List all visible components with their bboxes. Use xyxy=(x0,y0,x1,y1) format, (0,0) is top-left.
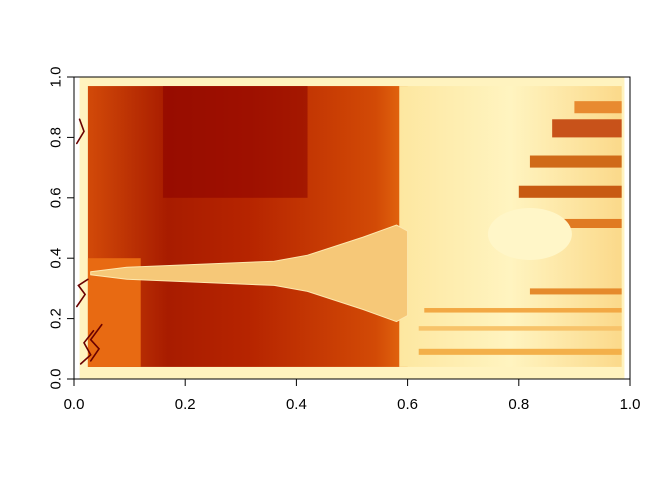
ground-band xyxy=(552,119,622,138)
y-tick-label: 1.0 xyxy=(48,67,65,88)
tower-silhouette xyxy=(90,224,409,323)
ground-band xyxy=(418,326,622,331)
image-dark-region xyxy=(162,86,308,198)
heatmap-image xyxy=(76,77,625,379)
ground-band xyxy=(574,101,622,114)
ground-band xyxy=(529,155,622,168)
y-tick-label: 0.6 xyxy=(48,187,65,208)
ground-band xyxy=(424,308,622,313)
note-stroke xyxy=(79,329,95,365)
x-tick-label: 0.0 xyxy=(64,396,85,413)
ground-band xyxy=(418,348,622,355)
x-tick-label: 0.4 xyxy=(286,396,307,413)
ground-band xyxy=(529,288,622,295)
note-stroke xyxy=(89,323,103,362)
x-tick-label: 0.8 xyxy=(508,396,529,413)
y-axis: 0.0 0.2 0.4 0.6 0.8 1.0 xyxy=(48,67,75,390)
ground-band xyxy=(518,185,622,198)
handwritten-notes xyxy=(76,118,103,365)
y-tick-label: 0.0 xyxy=(48,369,65,390)
x-tick-label: 0.2 xyxy=(175,396,196,413)
y-tick-label: 0.4 xyxy=(48,248,65,269)
x-tick-label: 0.6 xyxy=(397,396,418,413)
image-ground-detail xyxy=(418,101,622,355)
x-tick-label: 1.0 xyxy=(620,396,641,413)
note-stroke xyxy=(76,118,85,145)
x-axis: 0.0 0.2 0.4 0.6 0.8 1.0 xyxy=(64,378,641,413)
y-tick-label: 0.2 xyxy=(48,308,65,329)
y-tick-label: 0.8 xyxy=(48,127,65,148)
note-stroke xyxy=(76,278,89,308)
ground-highlight xyxy=(487,208,572,261)
